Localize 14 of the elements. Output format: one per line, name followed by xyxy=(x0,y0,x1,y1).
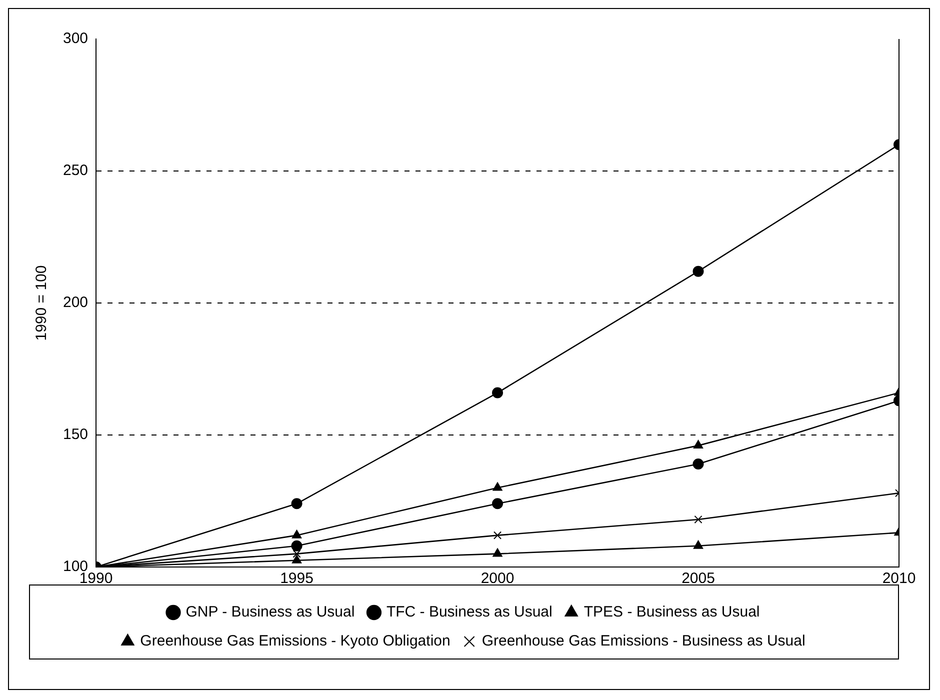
y-tick-label: 250 xyxy=(62,162,88,180)
legend-label: GNP - Business as Usual xyxy=(186,604,355,621)
x-tick-label: 2010 xyxy=(882,570,916,588)
x-tick-label: 2000 xyxy=(480,570,514,588)
x-tick-label: 1995 xyxy=(280,570,314,588)
legend-label: TFC - Business as Usual xyxy=(386,604,552,621)
legend-label: Greenhouse Gas Emissions - Business as Usual xyxy=(482,632,806,650)
y-tick-label: 150 xyxy=(62,426,88,444)
legend-label: Greenhouse Gas Emissions - Kyoto Obligation xyxy=(140,632,450,650)
x-tick-label: 2005 xyxy=(682,570,715,588)
y-axis-title: 1990 = 100 xyxy=(33,265,50,341)
y-tick-label: 200 xyxy=(62,294,88,312)
y-tick-label: 300 xyxy=(62,30,88,48)
legend-label: TPES - Business as Usual xyxy=(584,604,760,621)
